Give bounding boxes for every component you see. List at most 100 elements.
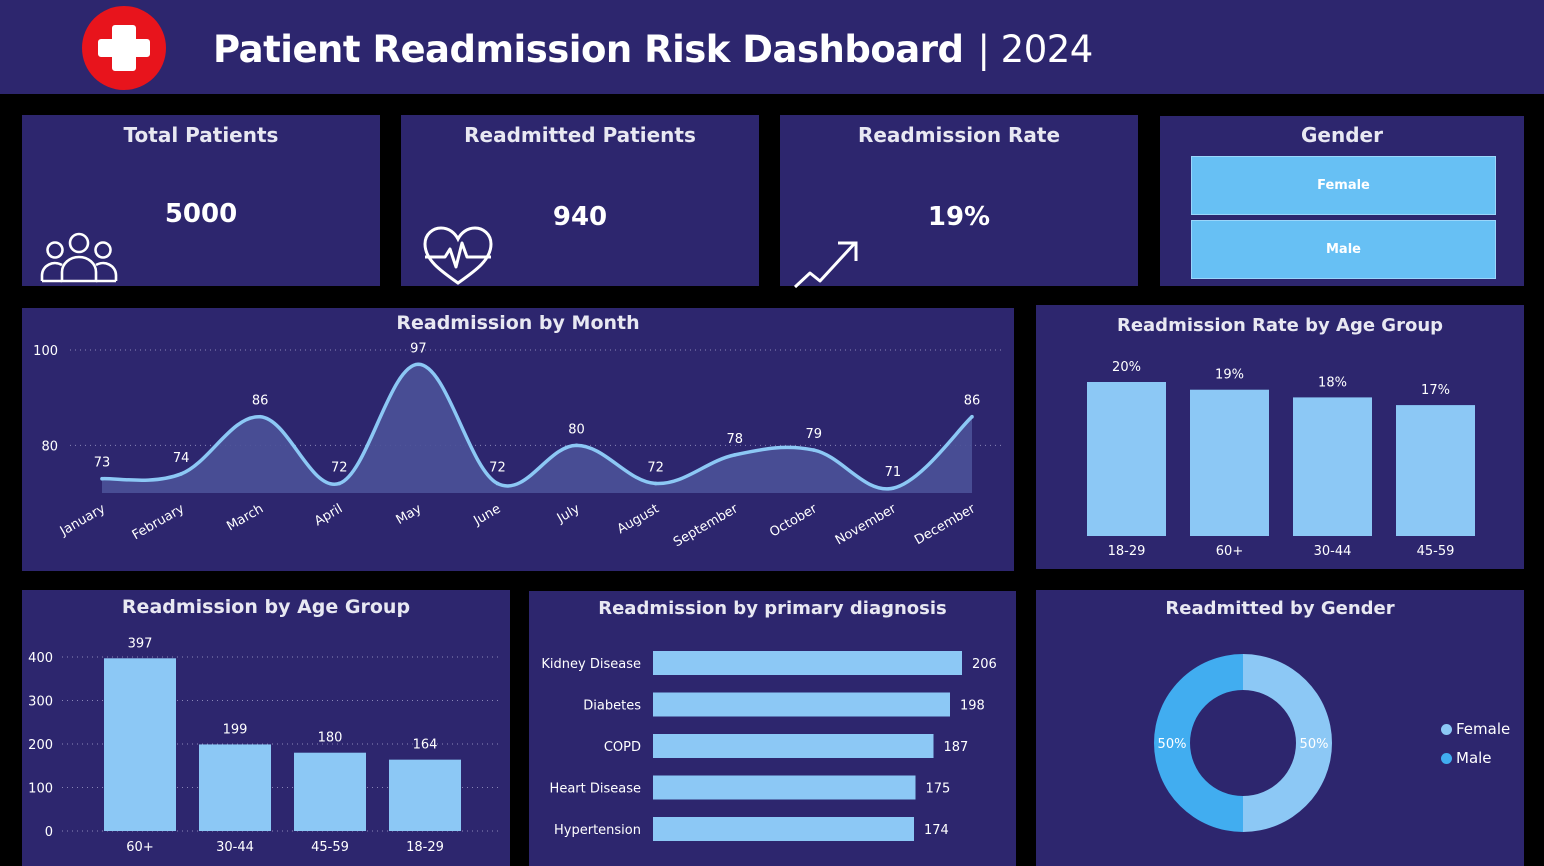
data-label-august: 72 [647, 460, 664, 475]
x-tick-label-november: November [833, 501, 900, 548]
data-label-60: 397 [128, 636, 153, 651]
data-label-60: 19% [1215, 368, 1244, 383]
readmission-rate-by-age-chart: 20% 18-29 19% 60+ 18% 30-44 17% 45-59 [1087, 360, 1475, 559]
readmission-by-diagnosis-card[interactable]: Readmission by primary diagnosis Kidney … [529, 591, 1016, 866]
total-patients-card[interactable]: Total Patients 5000 [22, 115, 380, 286]
readmission-by-diagnosis-chart: Kidney Disease 206 Diabetes 198 COPD 187 Heart… [541, 651, 997, 841]
legend-label-male: Male [1456, 749, 1492, 767]
trend-up-arrow-icon [793, 241, 858, 289]
readmission-by-month-card[interactable]: Readmission by Month 80 100 73 January 74 Feb… [22, 308, 1014, 571]
area-fill [102, 364, 972, 493]
gender-slicer-card: Gender Female Male [1160, 116, 1524, 286]
y-tick-label-copd: COPD [604, 740, 641, 755]
x-tick-label-april: April [312, 501, 345, 529]
people-icon [40, 232, 118, 283]
medical-cross-icon [82, 6, 166, 90]
legend-item-female[interactable]: Female [1441, 720, 1510, 738]
data-label-september: 78 [726, 432, 743, 447]
legend-item-male[interactable]: Male [1441, 749, 1510, 767]
data-point-august [653, 481, 658, 486]
data-label-heart-disease: 175 [926, 782, 951, 797]
y-tick-label-heart-disease: Heart Disease [550, 782, 641, 797]
data-label-18-29: 20% [1112, 360, 1141, 375]
data-point-february [179, 472, 183, 476]
data-label-october: 79 [806, 427, 823, 442]
y-tick-label-400: 400 [28, 651, 53, 666]
bar-45-59 [294, 752, 366, 831]
data-point-november [891, 486, 895, 491]
gender-slicer-label: Gender [1301, 123, 1383, 147]
data-point-january [100, 476, 104, 481]
readmitted-by-gender-card[interactable]: Readmitted by Gender 50% 50% Female Male [1036, 590, 1524, 866]
bar-30-44 [199, 744, 271, 831]
readmission-rate-value: 19% [927, 202, 991, 232]
bar-30-44 [1293, 397, 1372, 536]
data-label-march: 86 [252, 394, 269, 409]
slice-label-male: 50% [1158, 737, 1187, 752]
y-tick-label-200: 200 [28, 738, 53, 753]
chart-title: Readmission by Age Group [121, 596, 411, 618]
x-tick-label-60: 60+ [1216, 544, 1243, 559]
x-tick-label-december: December [912, 501, 978, 548]
data-point-may [416, 362, 421, 367]
gender-option-female[interactable]: Female [1191, 156, 1496, 215]
readmitted-by-gender-chart: 50% 50% [1154, 654, 1332, 832]
x-tick-label-july: July [554, 501, 583, 526]
data-label-december: 86 [964, 394, 981, 409]
page-title: Patient Readmission Risk Dashboard | 2024 [213, 28, 1093, 71]
slice-label-female: 50% [1300, 737, 1329, 752]
data-label-may: 97 [410, 341, 427, 356]
readmitted-patients-value: 940 [552, 202, 608, 232]
data-point-october [812, 448, 816, 452]
data-label-45-59: 17% [1421, 383, 1450, 398]
data-point-december [970, 414, 974, 419]
y-tick-label-0: 0 [45, 825, 53, 840]
readmitted-patients-card[interactable]: Readmitted Patients 940 [401, 115, 759, 286]
heartbeat-icon [423, 226, 493, 285]
readmission-rate-card[interactable]: Readmission Rate 19% [780, 115, 1138, 289]
chart-title: Readmission Rate by Age Group [1116, 315, 1444, 336]
x-tick-label-45-59: 45-59 [311, 840, 349, 855]
bar-diabetes [653, 692, 950, 717]
readmission-rate-label: Readmission Rate [857, 123, 1061, 147]
x-tick-label-18-29: 18-29 [406, 840, 444, 855]
bar-copd [653, 734, 934, 758]
x-tick-label-june: June [471, 501, 504, 529]
y-tick-label-diabetes: Diabetes [583, 699, 641, 714]
data-label-30-44: 199 [223, 722, 248, 737]
chart-title: Readmission by primary diagnosis [598, 598, 947, 619]
x-tick-label-45-59: 45-59 [1417, 544, 1455, 559]
data-label-february: 74 [173, 451, 190, 466]
chart-title: Readmission by Month [396, 312, 640, 334]
slice-female [1243, 654, 1332, 832]
data-label-kidney-disease: 206 [972, 657, 997, 672]
readmitted-patients-label: Readmitted Patients [464, 123, 696, 147]
readmission-rate-by-age-card[interactable]: Readmission Rate by Age Group 20% 18-29 19… [1036, 305, 1524, 569]
total-patients-label: Total Patients [123, 123, 279, 147]
data-label-june: 72 [489, 460, 506, 475]
data-point-june [495, 481, 500, 486]
gender-option-male[interactable]: Male [1191, 220, 1496, 279]
readmission-by-age-chart: 0 100 200 300 400 397 60+ 199 30-44 180 45-59 164 18… [28, 636, 502, 855]
slice-male [1154, 654, 1243, 832]
data-label-november: 71 [885, 465, 902, 480]
data-point-april [337, 481, 342, 486]
x-tick-label-18-29: 18-29 [1108, 544, 1146, 559]
bar-60 [104, 658, 176, 831]
total-patients-value: 5000 [164, 199, 238, 229]
y-tick-label-100: 100 [33, 344, 58, 359]
bar-kidney-disease [653, 651, 962, 675]
y-tick-label-hypertension: Hypertension [554, 823, 641, 838]
readmission-by-age-card[interactable]: Readmission by Age Group 0 100 200 300 400 39… [22, 590, 510, 866]
data-label-diabetes: 198 [960, 699, 985, 714]
data-label-april: 72 [331, 460, 348, 475]
bar-hypertension [653, 817, 914, 841]
y-tick-label-100: 100 [28, 782, 53, 797]
x-tick-label-october: October [767, 501, 820, 540]
chart-title: Readmitted by Gender [1165, 598, 1395, 619]
data-label-30-44: 18% [1318, 375, 1347, 390]
x-tick-label-60: 60+ [126, 840, 153, 855]
y-tick-label-80: 80 [41, 439, 58, 454]
bar-18-29 [389, 759, 461, 831]
x-tick-label-30-44: 30-44 [1314, 544, 1352, 559]
